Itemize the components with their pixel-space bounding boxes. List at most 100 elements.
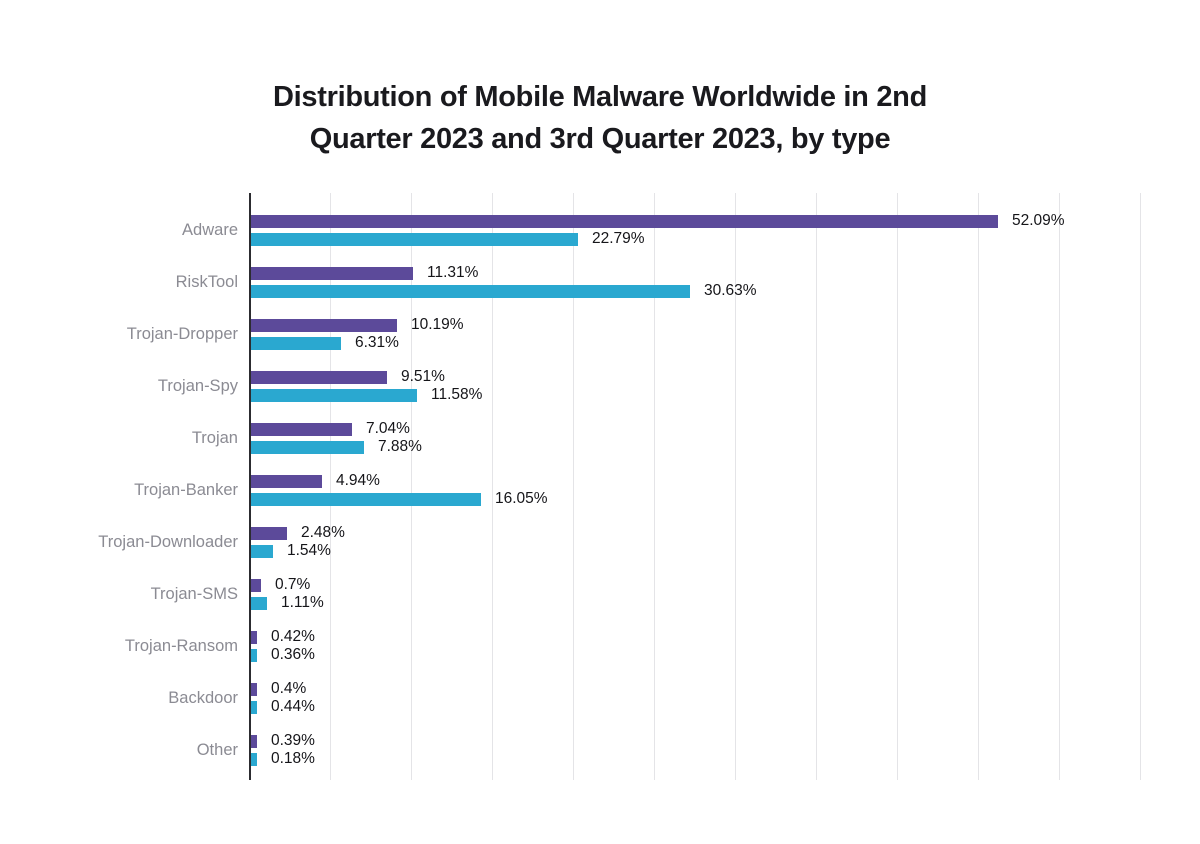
bar-line: 6.31% [251,334,1200,351]
bar-line: 2.48% [251,524,1200,541]
vertical-gridline [492,193,493,780]
bar-line: 0.4% [251,680,1200,697]
bar-value-label: 7.88% [378,438,422,455]
category-label: Trojan-Dropper [126,324,238,343]
bar-q3-2023 [251,284,690,298]
bar-line: 11.58% [251,386,1200,403]
bar-pair: 11.31% 30.63% [251,256,1200,308]
bar-value-label: 30.63% [704,282,757,299]
category-label: Adware [182,220,238,239]
category-row: Trojan-Dropper 10.19% 6.31% [0,308,1200,360]
vertical-gridline [654,193,655,780]
category-label: Trojan-Spy [157,376,238,395]
bar-q3-2023 [251,648,257,662]
bar-q2-2023 [251,422,352,436]
bar-value-label: 16.05% [495,490,548,507]
category-label: Backdoor [168,688,238,707]
bar-pair: 0.4% 0.44% [251,672,1200,724]
category-row: RiskTool 11.31% 30.63% [0,256,1200,308]
bar-q2-2023 [251,266,413,280]
bar-q3-2023 [251,336,341,350]
bar-line: 1.11% [251,594,1200,611]
category-row: Trojan-Downloader 2.48% 1.54% [0,516,1200,568]
bar-value-label: 0.18% [271,750,315,767]
category-label: Trojan-Ransom [124,636,238,655]
bar-line: 0.44% [251,698,1200,715]
category-row: Trojan-Spy 9.51% 11.58% [0,360,1200,412]
bar-q3-2023 [251,596,267,610]
category-row: Backdoor 0.4% 0.44% [0,672,1200,724]
bar-line: 10.19% [251,316,1200,333]
bar-line: 9.51% [251,368,1200,385]
bar-q3-2023 [251,544,273,558]
vertical-gridline [330,193,331,780]
bar-q2-2023 [251,370,387,384]
bar-q2-2023 [251,578,261,592]
bar-value-label: 22.79% [592,230,645,247]
bar-value-label: 0.36% [271,646,315,663]
bar-line: 30.63% [251,282,1200,299]
bar-value-label: 0.7% [275,576,311,593]
category-label: Trojan-SMS [150,584,238,603]
bar-pair: 0.7% 1.11% [251,568,1200,620]
bar-pair: 4.94% 16.05% [251,464,1200,516]
category-row: Adware 52.09% 22.79% [0,204,1200,256]
category-label: Trojan [191,428,238,447]
bar-line: 0.36% [251,646,1200,663]
bar-pair: 52.09% 22.79% [251,204,1200,256]
chart-title-line-2: Quarter 2023 and 3rd Quarter 2023, by ty… [309,123,891,155]
vertical-gridline [978,193,979,780]
bar-line: 0.18% [251,750,1200,767]
bar-line: 16.05% [251,490,1200,507]
bar-q3-2023 [251,492,481,506]
category-label: RiskTool [175,272,238,291]
bar-value-label: 10.19% [411,316,464,333]
vertical-gridline [1140,193,1141,780]
category-row: Trojan 7.04% 7.88% [0,412,1200,464]
bar-line: 22.79% [251,230,1200,247]
bar-value-label: 0.42% [271,628,315,645]
vertical-gridline [1059,193,1060,780]
bar-q3-2023 [251,700,257,714]
category-label: Trojan-Banker [134,480,238,499]
category-label: Other [196,740,238,759]
bar-line: 7.88% [251,438,1200,455]
bar-pair: 0.42% 0.36% [251,620,1200,672]
bar-value-label: 0.44% [271,698,315,715]
category-row: Trojan-Ransom 0.42% 0.36% [0,620,1200,672]
bar-value-label: 0.39% [271,732,315,749]
bar-q2-2023 [251,474,322,488]
bar-q2-2023 [251,734,257,748]
bar-value-label: 11.31% [427,264,479,281]
bar-q2-2023 [251,214,998,228]
bar-q3-2023 [251,232,578,246]
bar-value-label: 6.31% [355,334,399,351]
bar-value-label: 2.48% [301,524,345,541]
vertical-gridline [897,193,898,780]
bar-line: 4.94% [251,472,1200,489]
bar-line: 1.54% [251,542,1200,559]
bar-value-label: 11.58% [431,386,483,403]
chart-title: Distribution of Mobile Malware Worldwide… [120,76,1080,160]
vertical-gridline [573,193,574,780]
bar-line: 0.7% [251,576,1200,593]
bar-pair: 9.51% 11.58% [251,360,1200,412]
category-label: Trojan-Downloader [98,532,238,551]
bar-pair: 7.04% 7.88% [251,412,1200,464]
bar-q2-2023 [251,318,397,332]
vertical-gridline [735,193,736,780]
bar-pair: 10.19% 6.31% [251,308,1200,360]
category-row: Trojan-SMS 0.7% 1.11% [0,568,1200,620]
bar-pair: 2.48% 1.54% [251,516,1200,568]
bar-q2-2023 [251,630,257,644]
category-row: Other 0.39% 0.18% [0,724,1200,776]
bar-pair: 0.39% 0.18% [251,724,1200,776]
bar-value-label: 52.09% [1012,212,1065,229]
bar-line: 7.04% [251,420,1200,437]
bar-q3-2023 [251,440,364,454]
bar-value-label: 4.94% [336,472,380,489]
chart-title-line-1: Distribution of Mobile Malware Worldwide… [273,81,927,113]
bar-line: 52.09% [251,212,1200,229]
vertical-gridline [816,193,817,780]
